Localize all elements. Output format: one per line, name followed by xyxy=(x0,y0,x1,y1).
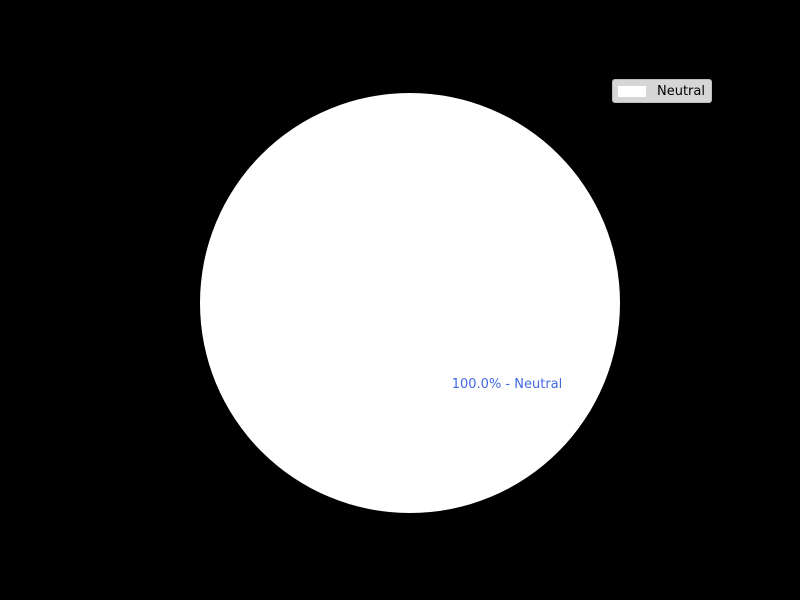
pie-data-label-neutral: 100.0% - Neutral xyxy=(452,377,563,392)
pie-slices xyxy=(200,93,620,513)
pie-data-labels: 100.0% - Neutral xyxy=(452,377,563,392)
chart-legend: Neutral xyxy=(612,79,712,103)
legend-label-neutral: Neutral xyxy=(657,83,705,99)
pie-slice-neutral xyxy=(200,93,620,513)
legend-swatch-neutral xyxy=(618,85,646,97)
